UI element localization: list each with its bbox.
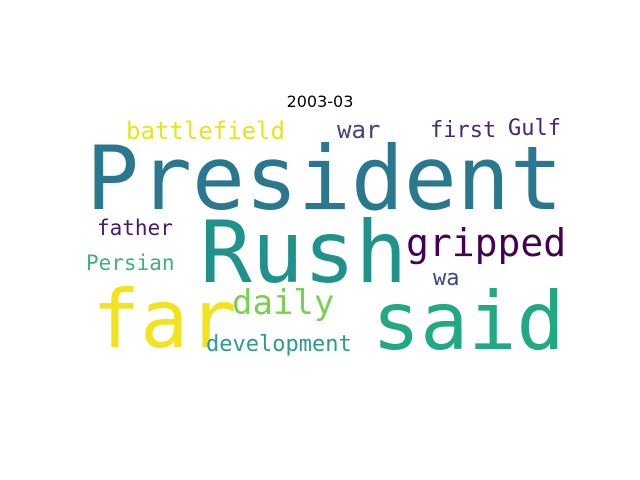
word-rush: Rush (200, 203, 408, 303)
word-father: father (97, 216, 173, 240)
word-gulf: Gulf (508, 116, 561, 141)
word-said: said (372, 275, 565, 368)
word-daily: daily (232, 283, 335, 323)
word-battlefield: battlefield (126, 117, 285, 145)
word-first: first (430, 118, 497, 143)
word-gripped: gripped (406, 221, 567, 265)
word-development: development (206, 332, 352, 357)
word-persian: Persian (86, 251, 175, 275)
word-president: President (86, 127, 563, 230)
word-far: far (92, 273, 237, 366)
cloud-title: 2003-03 (286, 92, 354, 111)
word-war: war (337, 116, 381, 144)
word-wa: wa (433, 266, 460, 291)
